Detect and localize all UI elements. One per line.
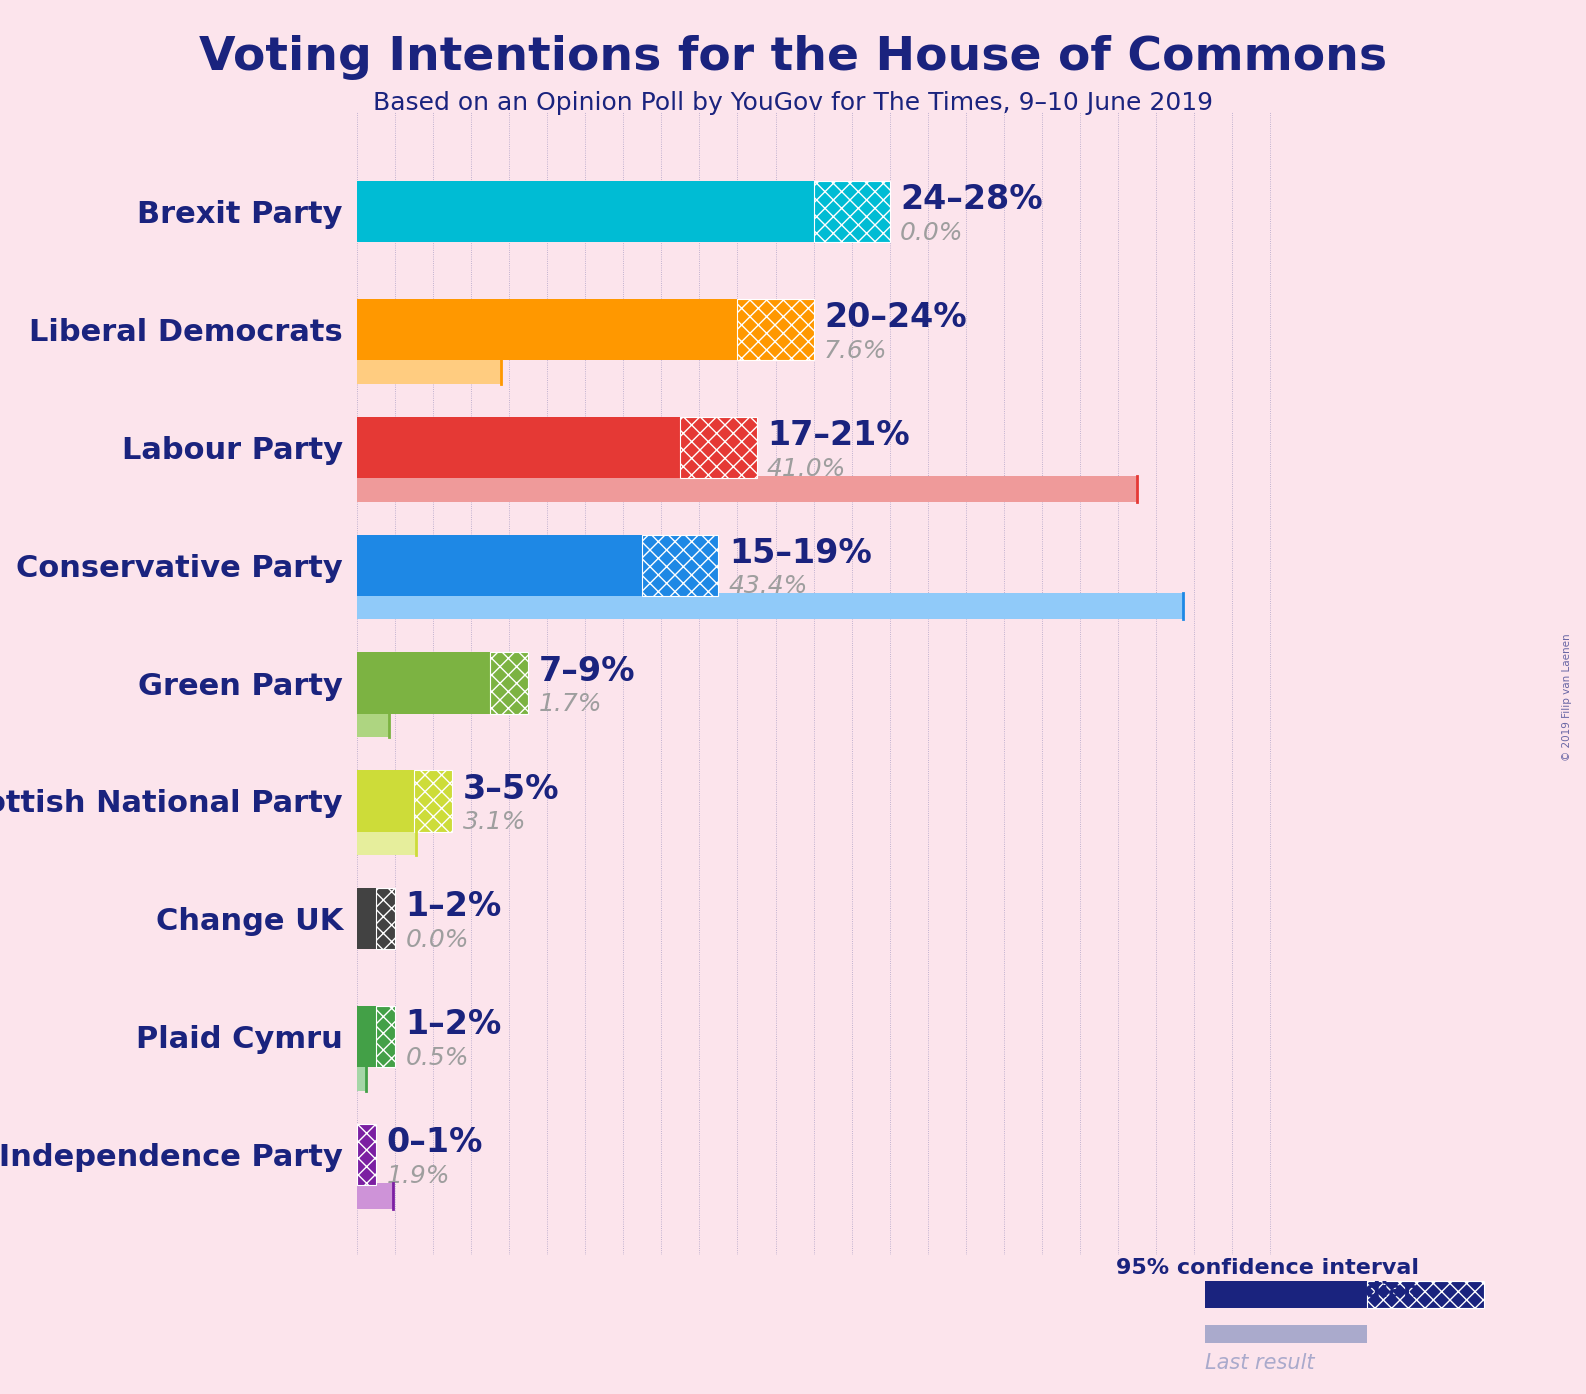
Bar bbox=[1205, 1324, 1367, 1342]
Bar bbox=[357, 1006, 376, 1068]
Text: © 2019 Filip van Laenen: © 2019 Filip van Laenen bbox=[1562, 633, 1572, 761]
Bar bbox=[357, 594, 1183, 619]
Bar bbox=[490, 652, 528, 714]
Bar bbox=[357, 1124, 376, 1185]
Text: 41.0%: 41.0% bbox=[768, 457, 847, 481]
Text: 3.1%: 3.1% bbox=[463, 810, 527, 834]
Bar bbox=[376, 1006, 395, 1068]
Text: 0.0%: 0.0% bbox=[901, 220, 964, 245]
Bar bbox=[357, 417, 680, 478]
Text: 95% confidence interval
with median: 95% confidence interval with median bbox=[1117, 1259, 1419, 1301]
Text: 0–1%: 0–1% bbox=[387, 1126, 482, 1160]
Bar bbox=[357, 771, 414, 832]
Text: 24–28%: 24–28% bbox=[901, 184, 1044, 216]
Bar bbox=[357, 1065, 366, 1090]
Text: 43.4%: 43.4% bbox=[730, 574, 809, 598]
Text: 0.5%: 0.5% bbox=[406, 1046, 469, 1069]
Bar bbox=[357, 534, 642, 595]
Bar bbox=[357, 1182, 393, 1209]
Bar bbox=[642, 534, 718, 595]
Text: 7–9%: 7–9% bbox=[539, 655, 634, 687]
Text: 15–19%: 15–19% bbox=[730, 537, 872, 570]
Text: Based on an Opinion Poll by YouGov for The Times, 9–10 June 2019: Based on an Opinion Poll by YouGov for T… bbox=[373, 91, 1213, 114]
Bar bbox=[1205, 1281, 1367, 1308]
Bar bbox=[376, 888, 395, 949]
Bar bbox=[357, 298, 737, 360]
Bar bbox=[357, 829, 416, 855]
Bar bbox=[357, 181, 814, 243]
Text: 20–24%: 20–24% bbox=[825, 301, 967, 335]
Bar bbox=[357, 475, 1137, 502]
Text: 3–5%: 3–5% bbox=[463, 772, 558, 806]
Bar bbox=[1367, 1281, 1484, 1308]
Bar bbox=[414, 771, 452, 832]
Bar bbox=[357, 711, 389, 737]
Text: 7.6%: 7.6% bbox=[825, 339, 888, 362]
Text: 0.0%: 0.0% bbox=[406, 928, 469, 952]
Bar bbox=[357, 888, 376, 949]
Text: 1–2%: 1–2% bbox=[406, 891, 501, 923]
Text: 1–2%: 1–2% bbox=[406, 1008, 501, 1041]
Text: 1.7%: 1.7% bbox=[539, 693, 603, 717]
Text: 1.9%: 1.9% bbox=[387, 1164, 450, 1188]
Text: Last result: Last result bbox=[1205, 1354, 1315, 1373]
Bar bbox=[814, 181, 890, 243]
Text: 17–21%: 17–21% bbox=[768, 420, 910, 452]
Bar bbox=[737, 298, 814, 360]
Bar bbox=[357, 358, 501, 383]
Bar bbox=[680, 417, 757, 478]
Bar bbox=[357, 652, 490, 714]
Text: Voting Intentions for the House of Commons: Voting Intentions for the House of Commo… bbox=[198, 35, 1388, 79]
